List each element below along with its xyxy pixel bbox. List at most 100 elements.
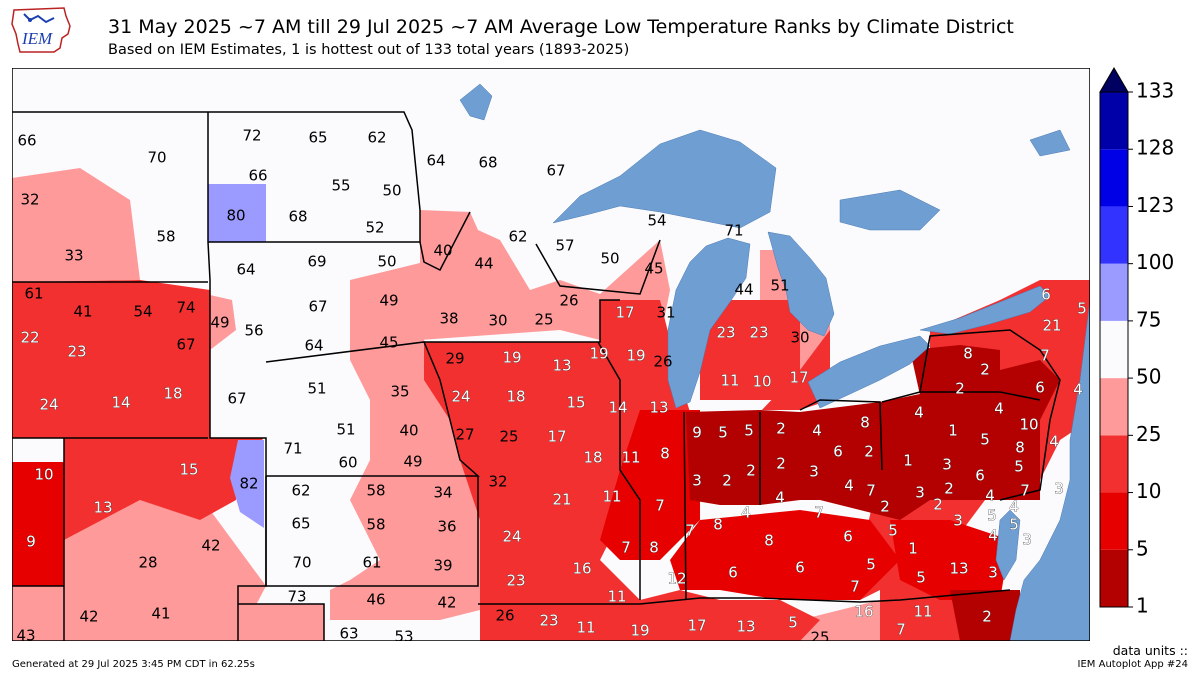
district-rank: 61 <box>362 554 381 572</box>
district-rank: 21 <box>552 491 571 509</box>
district-rank: 2 <box>880 498 890 516</box>
district-rank: 35 <box>390 383 409 401</box>
district-rank: 10 <box>752 373 771 391</box>
district-rank: 71 <box>724 222 743 240</box>
district-rank: 11 <box>602 488 621 506</box>
colorbar-bin <box>1100 92 1128 150</box>
district-rank: 8 <box>660 445 670 463</box>
district-rank: 2 <box>980 361 990 379</box>
district-rank: 68 <box>288 208 307 226</box>
district-rank: 2 <box>982 608 992 626</box>
district-rank: 17 <box>615 304 634 322</box>
district-rank: 68 <box>478 154 497 172</box>
district-rank: 62 <box>508 228 527 246</box>
colorbar-tick-label: 5 <box>1136 536 1149 560</box>
colorbar-tick-label: 123 <box>1136 193 1174 217</box>
district-rank: 23 <box>67 343 86 361</box>
district-rank: 63 <box>339 625 358 642</box>
district-rank: 64 <box>426 152 445 170</box>
district-rank: 3 <box>692 472 702 490</box>
colorbar-tick-label: 1 <box>1136 594 1149 617</box>
district-rank: 50 <box>382 182 401 200</box>
district-rank: 60 <box>338 454 357 472</box>
district-rank: 5 <box>718 424 728 442</box>
bin-75-100-areas <box>208 184 266 528</box>
district-rank: 13 <box>649 399 668 417</box>
district-rank: 34 <box>433 484 452 502</box>
district-rank: 11 <box>720 372 739 390</box>
district-rank: 51 <box>307 380 326 398</box>
district-rank: 49 <box>210 314 229 332</box>
district-rank: 66 <box>17 132 36 150</box>
district-rank: 32 <box>20 191 39 209</box>
district-rank: 53 <box>394 628 413 642</box>
district-rank: 50 <box>600 250 619 268</box>
district-rank: 45 <box>644 260 663 278</box>
district-rank: 67 <box>227 390 246 408</box>
district-rank: 4 <box>985 487 995 505</box>
colorbar-bin <box>1100 378 1128 436</box>
district-rank: 4 <box>741 504 751 522</box>
district-rank: 17 <box>687 617 706 635</box>
district-rank: 17 <box>789 369 808 387</box>
page-subtitle: Based on IEM Estimates, 1 is hottest out… <box>108 42 630 58</box>
district-rank: 49 <box>403 453 422 471</box>
state-borders <box>12 68 1090 641</box>
colorbar-bin <box>1100 549 1128 607</box>
district-rank: 32 <box>488 473 507 491</box>
district-rank: 43 <box>16 627 35 642</box>
district-rank: 49 <box>379 292 398 310</box>
district-rank: 5 <box>980 431 990 449</box>
district-rank: 80 <box>226 207 245 225</box>
district-rank: 65 <box>291 515 310 533</box>
district-rank: 50 <box>377 253 396 271</box>
iem-logo: IEM <box>8 4 74 58</box>
district-rank: 18 <box>506 388 525 406</box>
district-rank: 13 <box>736 618 755 636</box>
district-rank: 30 <box>790 329 809 347</box>
colorbar-tick-label: 100 <box>1136 250 1174 274</box>
district-rank: 38 <box>439 310 458 328</box>
district-rank: 58 <box>366 516 385 534</box>
district-rank: 8 <box>1015 439 1025 457</box>
district-rank: 54 <box>133 303 152 321</box>
district-rank: 2 <box>722 472 732 490</box>
district-rank: 25 <box>810 629 829 642</box>
district-rank: 7 <box>655 497 665 515</box>
district-rank: 42 <box>201 537 220 555</box>
district-rank: 8 <box>764 532 774 550</box>
district-rank: 15 <box>179 461 198 479</box>
district-rank: 16 <box>854 603 873 621</box>
district-rank: 1 <box>948 422 958 440</box>
district-rank: 18 <box>163 385 182 403</box>
district-rank: 5 <box>888 522 898 540</box>
page-title: 31 May 2025 ~7 AM till 29 Jul 2025 ~7 AM… <box>108 16 1014 38</box>
district-rank: 25 <box>499 428 518 446</box>
district-rank: 10 <box>1019 416 1038 434</box>
district-rank: 51 <box>336 421 355 439</box>
district-rank: 5 <box>788 614 798 632</box>
district-rank: 7 <box>850 578 860 596</box>
district-rank: 4 <box>1049 433 1059 451</box>
district-rank: 24 <box>451 388 470 406</box>
district-rank: 19 <box>502 349 521 367</box>
district-rank: 42 <box>79 608 98 626</box>
district-rank: 72 <box>242 127 261 145</box>
district-rank: 6 <box>728 564 738 582</box>
district-rank: 23 <box>749 324 768 342</box>
district-rank: 26 <box>495 607 514 625</box>
district-rank: 64 <box>304 337 323 355</box>
district-rank: 14 <box>608 399 627 417</box>
district-rank: 11 <box>913 603 932 621</box>
district-rank: 6 <box>1041 286 1051 304</box>
district-rank: 7 <box>621 539 631 557</box>
district-rank: 62 <box>367 129 386 147</box>
district-rank: 2 <box>944 480 954 498</box>
district-rank: 10 <box>34 466 53 484</box>
district-rank: 3 <box>953 512 963 530</box>
district-rank: 18 <box>583 449 602 467</box>
district-rank: 21 <box>1042 317 1061 335</box>
district-rank: 44 <box>474 255 493 273</box>
district-rank: 73 <box>287 588 306 606</box>
district-rank: 41 <box>73 303 92 321</box>
